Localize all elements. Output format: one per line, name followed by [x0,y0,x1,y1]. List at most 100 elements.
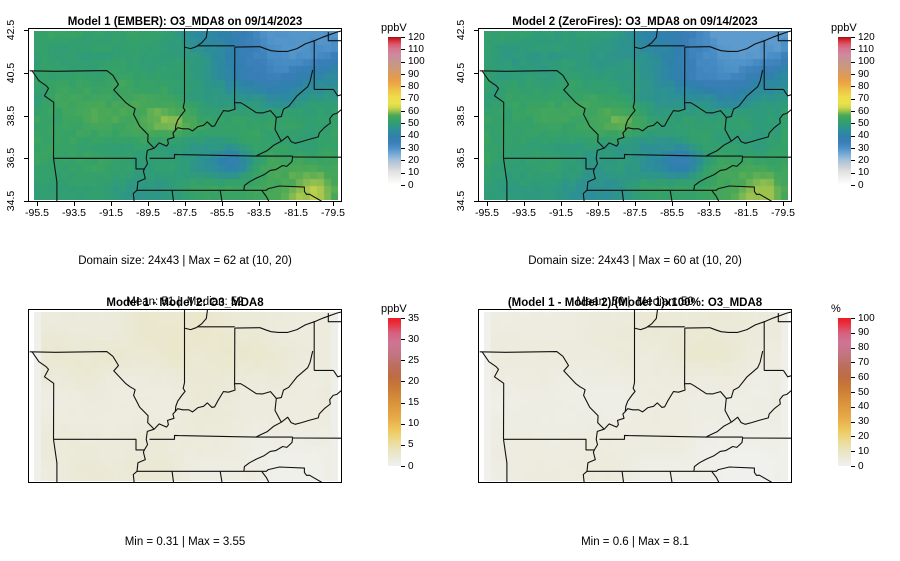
x-axis-tick-label: -93.5 [512,207,536,219]
state-border-line [562,75,605,149]
x-axis-tick [598,202,599,206]
map-plot-area [478,28,792,202]
colorbar-tick [401,61,405,63]
state-border-line [153,350,314,430]
colorbar-tick [401,444,405,446]
state-border-line [53,157,145,170]
x-axis-tick [148,202,149,206]
state-border-line [171,471,175,482]
state-border-line [693,437,744,472]
state-border-line [693,156,744,191]
state-border-line [255,140,282,157]
x-axis-tick-label: -85.5 [660,207,684,219]
colorbar-tick-label: 25 [408,354,420,366]
state-borders-overlay [479,29,791,201]
x-axis-tick [709,202,710,206]
x-axis-tick-label: -83.5 [697,207,721,219]
state-border-line [582,449,596,482]
state-border-line [693,185,773,201]
state-border-line [153,69,314,149]
x-axis-tick-label: -89.5 [586,207,610,219]
state-border-line [29,351,114,357]
state-border-line [280,109,341,144]
state-border-line [503,157,595,170]
state-border-line [782,89,791,97]
colorbar-tick [851,392,855,393]
state-border-line [327,313,341,323]
caption-line2: Mean: 50 | Median: 50 [576,295,694,308]
state-border-line [52,439,58,482]
panel-percent-difference-map: (Model 1 - Model 2)/(Model 1)x100%: O3_M… [450,281,900,561]
colorbar-gradient [838,318,851,466]
state-border-line [724,117,732,142]
state-border-line [705,421,732,438]
colorbar-tick [401,185,405,186]
caption-line1: Min = 0.31 | Max = 3.55 [124,536,246,548]
state-border-line [149,153,293,159]
state-border-line [599,153,743,159]
colorbar-tick-label: 35 [408,312,420,324]
colorbar-gradient [388,37,401,185]
colorbar-tick-label: 110 [858,43,874,55]
colorbar-tick-label: 70 [408,93,420,105]
state-border-line [174,310,186,412]
x-axis-tick [185,202,186,206]
state-border-line [255,421,282,438]
colorbar-tick-label: 10 [408,418,420,430]
colorbar-tick [401,339,405,341]
y-axis-tick-label: 36.5 [455,148,467,169]
x-axis-tick [37,202,38,206]
y-axis-tick-label: 38.5 [5,105,17,126]
panel-title: (Model 1 - Model 2)/(Model 1)x100%: O3_M… [507,296,763,309]
state-border-line [624,310,636,412]
panel-title: Model 1 (EMBER): O3_MDA8 on 09/14/2023 [67,15,303,28]
state-border-line [174,29,186,131]
state-border-line [243,185,323,201]
colorbar-tick-label: 90 [408,68,420,80]
colorbar-tick-label: 10 [408,167,420,179]
map-plot-area [478,309,792,483]
y-axis-tick-label: 40.5 [5,62,17,83]
colorbar-tick [401,111,405,112]
y-axis-tick-label: 42.5 [5,19,17,41]
caption-line1: Min = 0.6 | Max = 8.1 [581,536,689,548]
colorbar-tick-label: 10 [858,167,870,179]
colorbar-tick [851,111,855,112]
state-border-line [132,449,146,482]
x-axis-tick-label: -89.5 [136,207,160,219]
map-plot-area [28,28,342,202]
state-border-line [31,70,55,159]
colorbar-tick-label: 30 [408,333,420,345]
colorbar-tick [401,318,405,319]
state-border-line [149,434,293,440]
state-border-line [593,428,605,451]
state-border-line [332,370,341,378]
y-axis-tick [24,115,28,117]
y-axis-tick [474,158,478,160]
y-axis-tick [474,115,478,117]
x-axis-tick-label: -85.5 [210,207,234,219]
state-border-line [112,75,155,149]
colorbar-tick [851,98,855,100]
state-border-line [711,471,720,482]
state-border-line [171,190,175,201]
x-axis-tick [635,202,636,206]
state-border-line [724,398,732,423]
x-axis-tick-label: -91.5 [549,207,573,219]
x-axis-tick [672,202,673,206]
colorbar-gradient [838,37,851,185]
colorbar-tick-label: 40 [408,130,420,142]
y-axis-tick-label: 40.5 [455,62,467,83]
colorbar-tick-label: 90 [858,327,870,339]
colorbar-tick-label: 90 [858,68,870,80]
colorbar-tick [851,160,855,162]
colorbar-gradient [388,318,401,466]
state-border-line [621,190,625,201]
colorbar-tick-label: 100 [408,56,425,68]
x-axis-tick-label: -91.5 [99,207,123,219]
state-border-line [603,350,764,430]
colorbar-unit-label: ppbV [831,22,857,34]
state-border-line [481,70,505,159]
colorbar-tick-label: 60 [858,371,870,383]
colorbar-tick-label: 30 [858,416,870,428]
